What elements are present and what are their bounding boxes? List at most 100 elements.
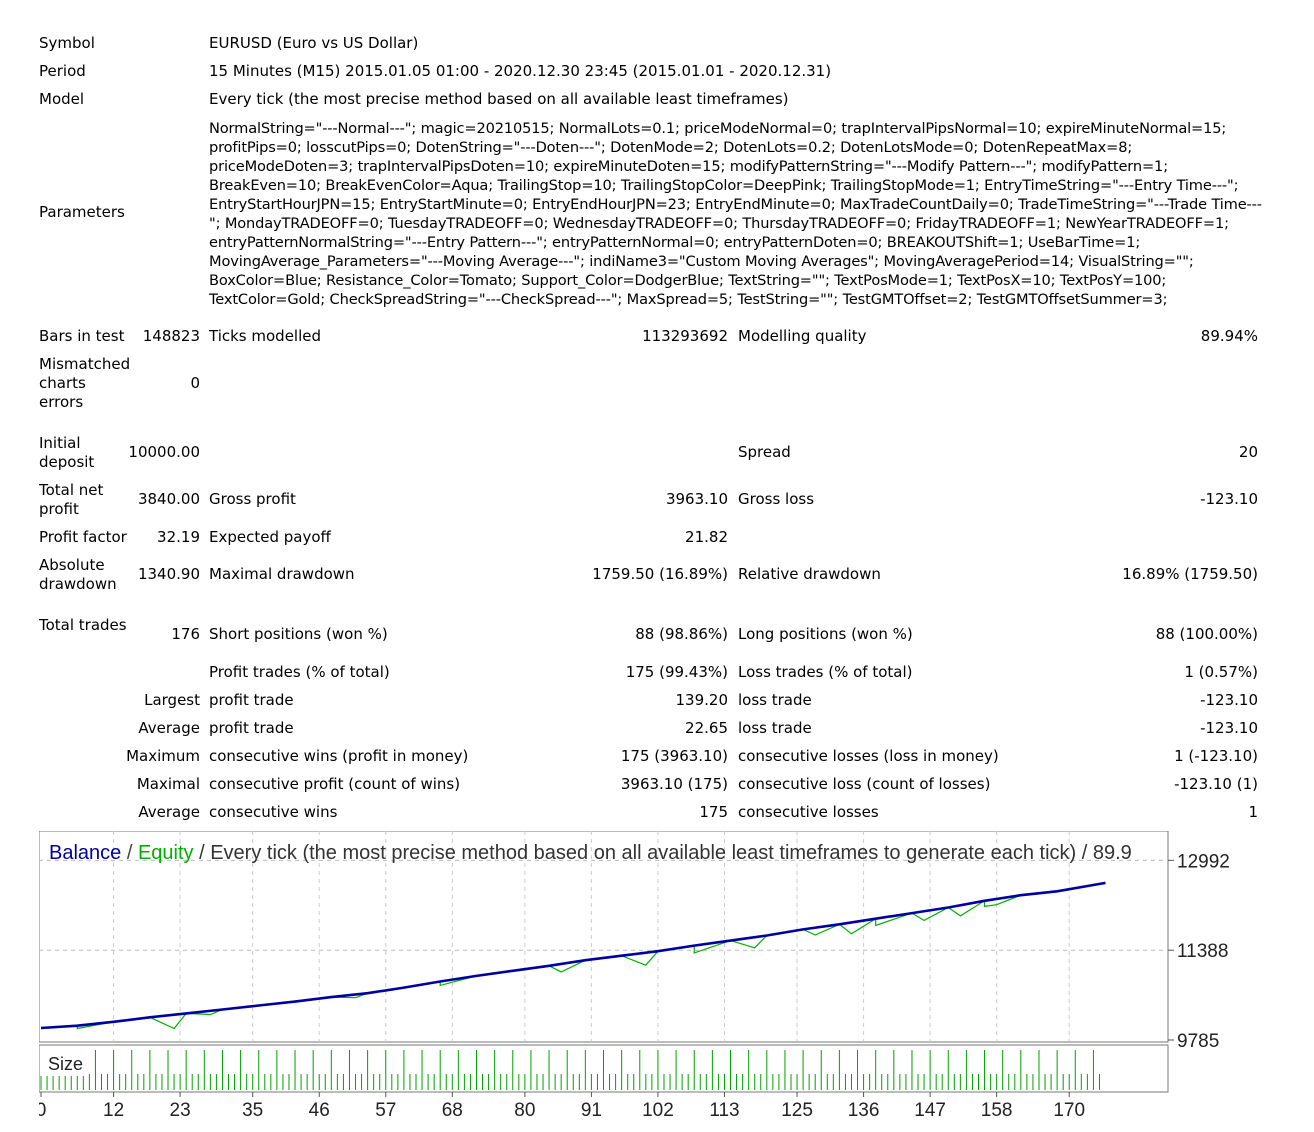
ltrades-value: 1 (0.57%)	[1184, 663, 1258, 681]
x-tick-label: 68	[442, 1100, 463, 1121]
trades-value: 176	[171, 625, 200, 643]
y-axis: 12992 11388 9785	[1168, 851, 1230, 1052]
largest-profit-label: profit trade	[209, 691, 294, 709]
equity-series	[40, 882, 1106, 1030]
largest-label: Largest	[144, 691, 200, 709]
maximal-loss-label: consecutive loss (count of losses)	[738, 775, 991, 793]
y-tick-label: 11388	[1177, 941, 1228, 962]
x-tick-label: 158	[981, 1100, 1013, 1121]
reldd-label: Relative drawdown	[738, 565, 881, 583]
chart-title-equity: Equity	[138, 842, 194, 864]
model-label: Model	[39, 90, 85, 108]
ptrades-label: Profit trades (% of total)	[209, 663, 390, 681]
payoff-value: 21.82	[685, 528, 728, 546]
parameters-label: Parameters	[39, 203, 125, 221]
x-tick-label: 102	[642, 1100, 674, 1121]
deposit-value: 10000.00	[128, 443, 200, 461]
maximal-profit-label: consecutive profit (count of wins)	[209, 775, 461, 793]
mismatched-label: Mismatched charts errors	[39, 355, 131, 411]
netprofit-value: 3840.00	[137, 490, 200, 508]
avg-losses-value: 1	[1248, 803, 1258, 821]
largest-loss-value: -123.10	[1200, 691, 1258, 709]
maximal-loss-value: -123.10 (1)	[1174, 775, 1258, 793]
spread-label: Spread	[738, 443, 791, 461]
grossprofit-value: 3963.10	[665, 490, 728, 508]
bars-value: 148823	[142, 327, 200, 345]
trades-label: Total trades	[39, 616, 127, 634]
absdd-label: Absolute drawdown	[39, 556, 117, 593]
max-wins-value: 175 (3963.10)	[620, 747, 728, 765]
avg-wins-value: 175	[699, 803, 728, 821]
main-plot-frame	[39, 831, 1169, 1043]
largest-profit-value: 139.20	[675, 691, 729, 709]
balance-series	[40, 881, 1106, 1030]
chart-grid	[39, 831, 1168, 1042]
avg-losses-label: consecutive losses	[738, 803, 879, 821]
long-value: 88 (100.00%)	[1155, 625, 1258, 643]
x-tick-label: 23	[170, 1100, 191, 1121]
pf-value: 32.19	[157, 528, 200, 546]
x-axis: 0 12 23 35 46 57 68 80 91 102 113 125 136 147 158 170	[39, 1092, 1085, 1121]
max-wins-label: consecutive wins (profit in money)	[209, 747, 469, 765]
x-tick-label: 170	[1053, 1100, 1085, 1121]
average-loss-label: loss trade	[738, 719, 812, 737]
average-loss-value: -123.10	[1200, 719, 1258, 737]
equity-line	[40, 882, 1106, 1030]
period-value: 15 Minutes (M15) 2015.01.05 01:00 - 2020…	[209, 62, 832, 80]
chart-title: Balance / Equity / Every tick (the most …	[49, 842, 1132, 864]
x-tick-label: 125	[781, 1100, 813, 1121]
average-profit-label: profit trade	[209, 719, 294, 737]
spread-value: 20	[1238, 443, 1258, 461]
long-label: Long positions (won %)	[738, 625, 913, 643]
avgcons-label: Average	[138, 803, 200, 821]
maxdd-value: 1759.50 (16.89%)	[592, 565, 728, 583]
short-label: Short positions (won %)	[209, 625, 388, 643]
maximum-label: Maximum	[126, 747, 200, 765]
parameters-value: NormalString="---Normal---"; magic=20210…	[209, 120, 1262, 308]
x-tick-label: 113	[709, 1100, 739, 1121]
y-tick-label: 12992	[1177, 851, 1230, 872]
x-tick-label: 0	[39, 1100, 46, 1121]
payoff-label: Expected payoff	[209, 528, 331, 546]
mismatched-value: 0	[190, 374, 200, 392]
x-tick-label: 46	[309, 1100, 330, 1121]
x-tick-label: 136	[848, 1100, 880, 1121]
quality-label: Modelling quality	[738, 327, 867, 345]
maximal-profit-value: 3963.10 (175)	[620, 775, 728, 793]
y-tick-label: 9785	[1177, 1031, 1219, 1052]
period-label: Period	[39, 62, 86, 80]
x-tick-label: 57	[375, 1100, 396, 1121]
symbol-value: EURUSD (Euro vs US Dollar)	[209, 34, 419, 52]
pf-label: Profit factor	[39, 528, 127, 546]
balance-equity-chart: Balance / Equity / Every tick (the most …	[39, 831, 1230, 1121]
average-profit-value: 22.65	[685, 719, 728, 737]
reldd-value: 16.89% (1759.50)	[1122, 565, 1258, 583]
size-bars	[40, 1050, 1100, 1090]
x-tick-label: 91	[581, 1100, 602, 1121]
grossloss-value: -123.10	[1200, 490, 1258, 508]
x-tick-label: 35	[242, 1100, 263, 1121]
avg-wins-label: consecutive wins	[209, 803, 338, 821]
bars-label: Bars in test	[39, 327, 125, 345]
chart-title-balance: Balance	[49, 842, 121, 864]
max-losses-value: 1 (-123.10)	[1174, 747, 1258, 765]
maxdd-label: Maximal drawdown	[209, 565, 355, 583]
ticks-value: 113293692	[642, 327, 728, 345]
maximal-label: Maximal	[136, 775, 200, 793]
ltrades-label: Loss trades (% of total)	[738, 663, 913, 681]
max-losses-label: consecutive losses (loss in money)	[738, 747, 999, 765]
largest-loss-label: loss trade	[738, 691, 812, 709]
short-value: 88 (98.86%)	[635, 625, 728, 643]
deposit-label: Initial deposit	[39, 434, 95, 471]
grossloss-label: Gross loss	[738, 490, 815, 508]
x-tick-label: 12	[103, 1100, 124, 1121]
chart-title-rest: / Every tick (the most precise method ba…	[194, 842, 1132, 864]
chart-title-sep: /	[121, 842, 138, 864]
absdd-value: 1340.90	[137, 565, 200, 583]
symbol-label: Symbol	[39, 34, 95, 52]
size-label: Size	[48, 1054, 83, 1074]
ptrades-value: 175 (99.43%)	[625, 663, 728, 681]
x-tick-label: 80	[514, 1100, 535, 1121]
x-tick-label: 147	[914, 1100, 946, 1121]
quality-value: 89.94%	[1200, 327, 1258, 345]
